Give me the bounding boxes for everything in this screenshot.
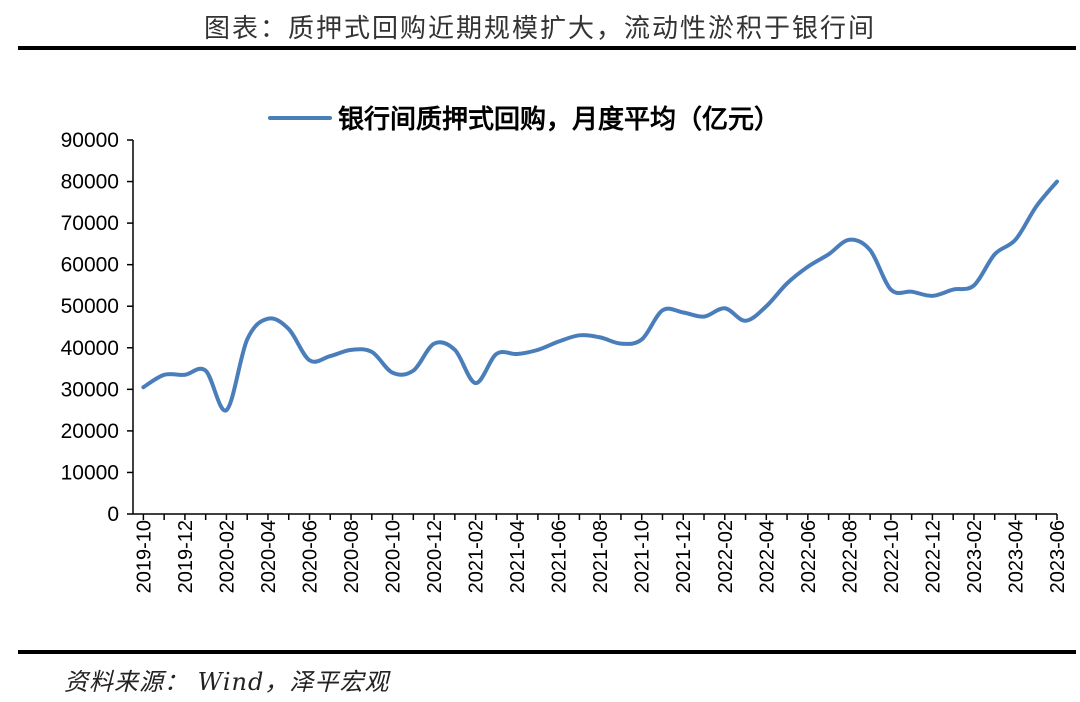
x-tick-label: 2022-04 xyxy=(756,520,778,593)
data-point-2020-06 xyxy=(307,358,311,362)
data-point-2023-01 xyxy=(951,288,955,292)
x-tick-label: 2022-06 xyxy=(798,520,820,593)
y-tick-label: 40000 xyxy=(61,337,119,360)
x-tick-label: 2021-04 xyxy=(507,520,529,593)
source-text: Wind，泽平宏观 xyxy=(189,668,390,696)
figure-title: 图表：质押式回购近期规模扩大，流动性淤积于银行间 xyxy=(203,14,876,44)
data-point-2020-07 xyxy=(328,354,332,358)
x-tick-label: 2021-08 xyxy=(590,520,612,593)
data-point-2020-10 xyxy=(391,371,395,375)
data-point-2021-06 xyxy=(557,340,561,344)
data-point-2019-11 xyxy=(162,373,166,377)
data-point-2021-05 xyxy=(536,348,540,352)
data-point-2021-04 xyxy=(515,352,519,356)
data-point-2022-01 xyxy=(702,315,706,319)
x-tick-label: 2020-12 xyxy=(424,520,446,593)
x-tick-label: 2020-08 xyxy=(341,520,363,593)
x-tick-label: 2021-06 xyxy=(549,520,571,593)
data-point-2021-01 xyxy=(453,348,457,352)
x-tick-label: 2020-06 xyxy=(299,520,321,593)
y-tick-label: 80000 xyxy=(61,171,119,194)
series-line xyxy=(141,179,1059,413)
y-tick-label: 0 xyxy=(107,503,119,526)
x-tick-label: 2022-08 xyxy=(839,520,861,593)
data-point-2022-04 xyxy=(764,304,768,308)
data-point-2022-11 xyxy=(910,290,914,294)
data-point-2022-05 xyxy=(785,281,789,285)
data-point-2022-08 xyxy=(847,238,851,242)
y-tick-label: 20000 xyxy=(61,420,119,443)
x-tick-label: 2020-04 xyxy=(258,520,280,593)
data-point-2021-03 xyxy=(494,352,498,356)
data-point-2021-02 xyxy=(474,381,478,385)
x-tick-label: 2020-02 xyxy=(216,520,238,593)
source-note: 资料来源： Wind，泽平宏观 xyxy=(64,662,389,697)
x-tick-label: 2020-10 xyxy=(383,520,405,593)
data-point-2020-09 xyxy=(370,350,374,354)
y-axis-ticks: 0 10000 20000 30000 40000 50000 60000 70000 8000… xyxy=(61,129,133,526)
data-point-2019-12 xyxy=(183,373,187,377)
bottom-rule xyxy=(18,650,1076,654)
x-tick-label: 2022-12 xyxy=(922,520,944,593)
data-point-2022-03 xyxy=(744,319,748,323)
data-point-2023-06 xyxy=(1055,180,1059,184)
x-tick-label: 2021-12 xyxy=(673,520,695,593)
data-point-2019-10 xyxy=(141,385,145,389)
y-tick-label: 30000 xyxy=(61,378,119,401)
y-tick-label: 70000 xyxy=(61,212,119,235)
data-point-2022-12 xyxy=(930,294,934,298)
data-point-2023-03 xyxy=(993,252,997,256)
data-point-2021-12 xyxy=(681,310,685,314)
x-tick-label: 2021-10 xyxy=(632,520,654,593)
source-label: 资料来源： xyxy=(64,668,189,696)
data-point-2020-03 xyxy=(245,337,249,341)
legend: 银行间质押式回购，月度平均（亿元） xyxy=(268,104,780,135)
x-tick-label: 2021-02 xyxy=(466,520,488,593)
legend-label: 银行间质押式回购，月度平均（亿元） xyxy=(338,104,780,135)
x-tick-label: 2023-06 xyxy=(1047,520,1069,593)
data-point-2021-10 xyxy=(640,337,644,341)
data-point-2022-07 xyxy=(827,252,831,256)
data-point-2021-07 xyxy=(577,333,581,337)
x-tick-label: 2022-10 xyxy=(881,520,903,593)
data-point-2022-06 xyxy=(806,265,810,269)
data-point-2023-02 xyxy=(972,283,976,287)
x-tick-label: 2022-02 xyxy=(715,520,737,593)
data-point-2021-09 xyxy=(619,342,623,346)
data-point-2020-08 xyxy=(349,348,353,352)
y-tick-label: 10000 xyxy=(61,461,119,484)
data-point-2020-11 xyxy=(411,369,415,373)
x-tick-label: 2023-04 xyxy=(1005,520,1027,593)
data-point-2020-01 xyxy=(204,369,208,373)
data-point-2020-12 xyxy=(432,342,436,346)
y-tick-label: 60000 xyxy=(61,254,119,277)
data-point-2023-04 xyxy=(1013,238,1017,242)
x-axis-ticks: 2019-10 2019-12 2020-02 2020-04 2020-06 2020-… xyxy=(133,514,1069,593)
data-point-2020-02 xyxy=(224,408,228,412)
y-tick-label: 90000 xyxy=(61,129,119,152)
data-point-2023-05 xyxy=(1034,204,1038,208)
top-rule xyxy=(18,46,1076,50)
x-tick-label: 2019-12 xyxy=(175,520,197,593)
data-point-2022-10 xyxy=(889,288,893,292)
data-point-2020-05 xyxy=(287,327,291,331)
data-point-2020-04 xyxy=(266,317,270,321)
x-tick-label: 2019-10 xyxy=(133,520,155,593)
data-point-2022-02 xyxy=(723,306,727,310)
data-point-2022-09 xyxy=(868,248,872,252)
y-tick-label: 50000 xyxy=(61,295,119,318)
data-point-2021-08 xyxy=(598,335,602,339)
data-point-2021-11 xyxy=(660,308,664,312)
x-tick-label: 2023-02 xyxy=(964,520,986,593)
